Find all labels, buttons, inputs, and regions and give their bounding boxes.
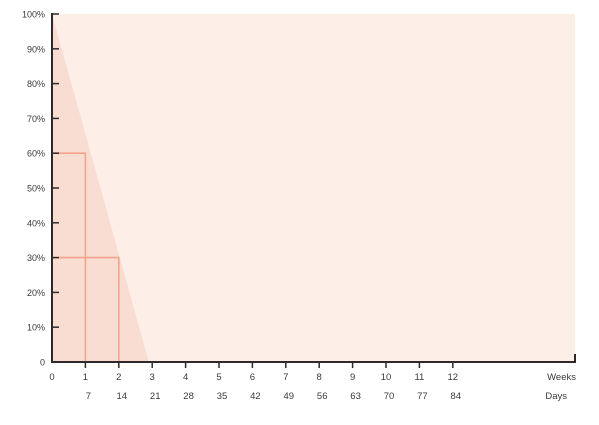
y-ticks: 0 10% 20% 30% 40% 50% 60% 70% 80% 90% 100% xyxy=(22,10,59,368)
day-tick-label-11: 77 xyxy=(417,391,428,402)
y-tick-label-70: 70% xyxy=(27,114,45,124)
y-tick-label-30: 30% xyxy=(27,253,45,263)
y-tick-label-80: 80% xyxy=(27,79,45,89)
day-tick-label-5: 35 xyxy=(217,391,228,402)
week-tick-label-12: 12 xyxy=(448,372,459,383)
days-axis-label: Days xyxy=(545,391,567,402)
week-tick-label-1: 1 xyxy=(83,372,88,383)
weeks-axis-label: Weeks xyxy=(547,372,576,383)
day-tick-label-9: 63 xyxy=(350,391,361,402)
marker-line-week-2 xyxy=(52,256,120,362)
day-tick-label-1: 7 xyxy=(86,391,91,402)
y-tick-label-40: 40% xyxy=(27,218,45,228)
day-tick-label-12: 84 xyxy=(451,391,462,402)
week-tick-label-6: 6 xyxy=(250,372,255,383)
week-tick-label-8: 8 xyxy=(317,372,322,383)
day-tick-label-6: 42 xyxy=(250,391,261,402)
week-tick-label-7: 7 xyxy=(283,372,288,383)
y-tick-label-10: 10% xyxy=(27,323,45,333)
day-tick-label-7: 49 xyxy=(284,391,295,402)
day-tick-label-4: 28 xyxy=(183,391,194,402)
day-tick-label-10: 70 xyxy=(384,391,395,402)
week-tick-label-3: 3 xyxy=(150,372,155,383)
y-tick-label-0: 0 xyxy=(40,358,45,368)
y-tick-label-90: 90% xyxy=(27,44,45,54)
y-tick-label-50: 50% xyxy=(27,184,45,194)
marker-lines xyxy=(52,152,120,362)
week-tick-label-4: 4 xyxy=(183,372,188,383)
week-tick-label-5: 5 xyxy=(216,372,221,383)
y-tick-label-20: 20% xyxy=(27,288,45,298)
marker-line-week-1 xyxy=(52,152,87,362)
plot-background xyxy=(52,14,575,362)
x-ticks: 0 1 2 3 4 5 6 7 8 9 10 11 127 14 21 28 35 42 49 56 63 70 77 84 xyxy=(49,354,576,402)
y-tick-label-100: 100% xyxy=(22,10,45,20)
day-tick-label-3: 21 xyxy=(150,391,161,402)
day-tick-label-8: 56 xyxy=(317,391,328,402)
week-tick-label-10: 10 xyxy=(381,372,392,383)
week-tick-label-9: 9 xyxy=(350,372,355,383)
y-tick-label-60: 60% xyxy=(27,149,45,159)
week-tick-label-11: 11 xyxy=(414,372,424,383)
day-tick-label-2: 14 xyxy=(117,391,128,402)
decay-area xyxy=(52,14,149,362)
week-tick-label-2: 2 xyxy=(116,372,121,383)
week-tick-label-0: 0 xyxy=(49,372,54,383)
